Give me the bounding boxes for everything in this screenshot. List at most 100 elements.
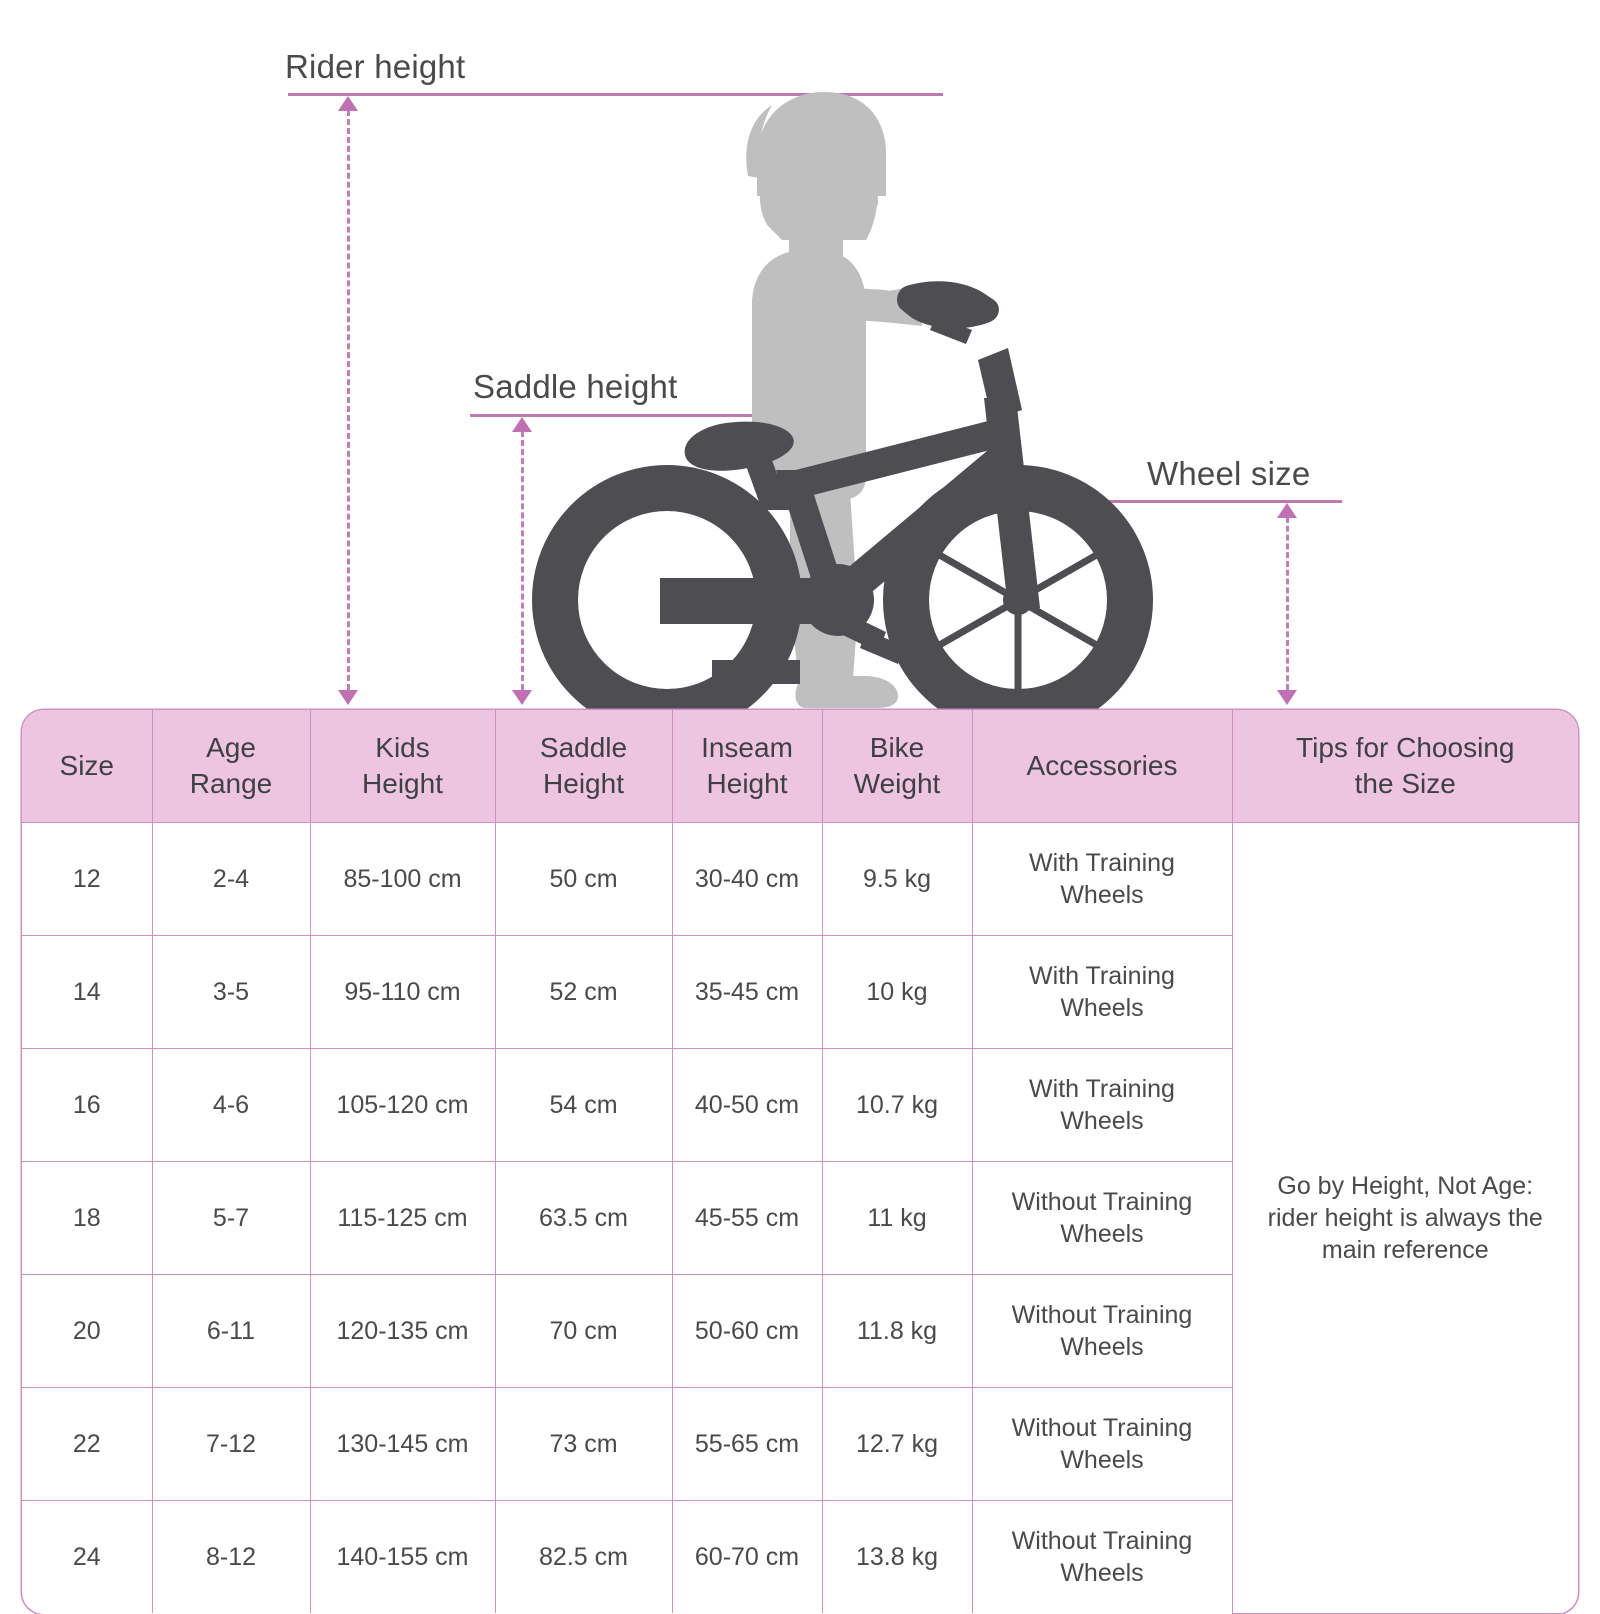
rider-height-arrow-down-icon [338, 690, 358, 705]
cell-age-range: 2-4 [151, 822, 311, 936]
column-header-bike-weight-line1: Bike [869, 732, 925, 764]
rider-height-label: Rider height [285, 48, 466, 85]
column-header-size-label: Size [59, 750, 114, 782]
cell-accessories: With Training Wheels [971, 1048, 1232, 1162]
cell-accessories: With Training Wheels [971, 935, 1232, 1049]
cell-size: 14 [22, 935, 153, 1049]
cell-size: 22 [22, 1387, 153, 1501]
saddle-height-dashed-line [521, 431, 524, 690]
cell-accessories-line2: Wheels [1060, 1107, 1144, 1135]
saddle-height-label: Saddle height [473, 368, 678, 405]
table-row: 18 5-7 115-125 cm 63.5 cm 45-55 cm 11 kg… [22, 1161, 1578, 1275]
cell-kids-height: 115-125 cm [309, 1161, 496, 1275]
cell-bike-weight: 12.7 kg [821, 1387, 973, 1501]
cell-size: 24 [22, 1500, 153, 1613]
table-row: 22 7-12 130-145 cm 73 cm 55-65 cm 12.7 k… [22, 1387, 1578, 1501]
cell-inseam-height: 50-60 cm [671, 1274, 823, 1388]
cell-inseam-height: 35-45 cm [671, 935, 823, 1049]
rider-height-arrow-up-icon [338, 96, 358, 111]
cell-age-range: 3-5 [151, 935, 311, 1049]
column-header-age-range-line2: Range [189, 768, 273, 799]
column-header-bike-weight: Bike Weight [821, 710, 973, 823]
wheel-size-arrow-up-icon [1277, 503, 1297, 518]
cell-accessories-line1: With Training [1029, 962, 1175, 990]
rider-height-dashed-line [347, 110, 350, 690]
cell-inseam-height: 55-65 cm [671, 1387, 823, 1501]
table-row: 12 2-4 85-100 cm 50 cm 30-40 cm 9.5 kg W… [22, 822, 1578, 1614]
cell-inseam-height: 60-70 cm [671, 1500, 823, 1613]
cell-size: 18 [22, 1161, 153, 1275]
cell-size: 16 [22, 1048, 153, 1162]
table-row: 14 3-5 95-110 cm 52 cm 35-45 cm 10 kg Wi… [22, 935, 1578, 1049]
wheel-size-label: Wheel size [1147, 455, 1311, 492]
cell-bike-weight: 11.8 kg [821, 1274, 973, 1388]
cell-accessories-line2: Wheels [1060, 1446, 1144, 1474]
cell-inseam-height: 40-50 cm [671, 1048, 823, 1162]
cell-accessories-line1: With Training [1029, 1075, 1175, 1103]
cell-age-range: 4-6 [151, 1048, 311, 1162]
cell-accessories: Without Training Wheels [971, 1274, 1232, 1388]
cell-saddle-height: 54 cm [494, 1048, 673, 1162]
column-header-saddle-height-line2: Height [543, 768, 624, 799]
cell-tips-line1: Go by Height, Not Age: [1277, 1171, 1534, 1200]
cell-tips-line2: rider height is always the [1267, 1203, 1543, 1232]
cell-inseam-height: 30-40 cm [671, 822, 823, 936]
cell-bike-weight: 13.8 kg [821, 1500, 973, 1613]
cell-age-range: 7-12 [151, 1387, 311, 1501]
column-header-tips-line1: Tips for Choosing [1296, 732, 1515, 764]
cell-size: 20 [22, 1274, 153, 1388]
bike-size-table: Size Age Range Kids Height Saddle Height… [22, 710, 1578, 1614]
cell-age-range: 5-7 [151, 1161, 311, 1275]
cell-kids-height: 120-135 cm [309, 1274, 496, 1388]
cell-accessories: Without Training Wheels [971, 1387, 1232, 1501]
bike-sizing-illustration: Rider height Saddle height Wheel size [0, 0, 1600, 712]
column-header-kids-height: Kids Height [309, 710, 496, 823]
cell-accessories-line1: Without Training [1011, 1414, 1193, 1442]
column-header-saddle-height-line1: Saddle [539, 732, 628, 764]
cell-saddle-height: 73 cm [494, 1387, 673, 1501]
cell-saddle-height: 52 cm [494, 935, 673, 1049]
saddle-height-arrow-up-icon [512, 417, 532, 432]
column-header-inseam-height-line2: Height [706, 768, 788, 799]
cell-accessories: With Training Wheels [971, 822, 1233, 936]
cell-size: 12 [22, 822, 153, 936]
column-header-inseam-height-line1: Inseam [701, 732, 793, 764]
cell-age-range: 8-12 [151, 1500, 311, 1613]
cell-saddle-height: 70 cm [494, 1274, 673, 1388]
cell-kids-height: 105-120 cm [309, 1048, 496, 1162]
bicycle-silhouette [532, 281, 1153, 712]
cell-bike-weight: 10.7 kg [821, 1048, 973, 1162]
cell-accessories-line1: Without Training [1011, 1301, 1193, 1329]
column-header-saddle-height: Saddle Height [494, 710, 673, 823]
cell-accessories-line2: Wheels [1060, 1220, 1144, 1248]
cell-accessories-line2: Wheels [1060, 1333, 1144, 1361]
column-header-age-range: Age Range [151, 710, 311, 823]
table-header-row: Size Age Range Kids Height Saddle Height… [22, 710, 1578, 823]
column-header-size: Size [22, 710, 153, 823]
cell-tips: Go by Height, Not Age: rider height is a… [1231, 822, 1578, 1614]
cell-saddle-height: 63.5 cm [494, 1161, 673, 1275]
cell-kids-height: 95-110 cm [309, 935, 496, 1049]
cell-inseam-height: 45-55 cm [671, 1161, 823, 1275]
cell-saddle-height: 50 cm [494, 822, 673, 936]
cell-accessories-line1: Without Training [1011, 1527, 1193, 1555]
cell-saddle-height: 82.5 cm [494, 1500, 673, 1613]
column-header-tips: Tips for Choosing the Size [1231, 710, 1578, 823]
cell-bike-weight: 10 kg [821, 935, 973, 1049]
wheel-size-arrow-down-icon [1277, 690, 1297, 705]
cell-age-range: 6-11 [151, 1274, 311, 1388]
column-header-inseam-height: Inseam Height [671, 710, 823, 823]
cell-accessories: Without Training Wheels [971, 1500, 1232, 1613]
table-row: 20 6-11 120-135 cm 70 cm 50-60 cm 11.8 k… [22, 1274, 1578, 1388]
column-header-age-range-line1: Age [206, 732, 256, 764]
saddle-height-rule [470, 414, 760, 417]
cell-accessories-line1: Without Training [1011, 1188, 1193, 1216]
cell-bike-weight: 11 kg [821, 1161, 973, 1275]
cell-accessories: Without Training Wheels [971, 1161, 1232, 1275]
rider-height-rule [288, 93, 943, 96]
cell-accessories-line2: Wheels [1060, 994, 1144, 1022]
table-row: 24 8-12 140-155 cm 82.5 cm 60-70 cm 13.8… [22, 1500, 1578, 1613]
wheel-size-rule [995, 500, 1342, 503]
column-header-accessories: Accessories [971, 710, 1233, 823]
column-header-kids-height-line1: Kids [375, 732, 430, 764]
